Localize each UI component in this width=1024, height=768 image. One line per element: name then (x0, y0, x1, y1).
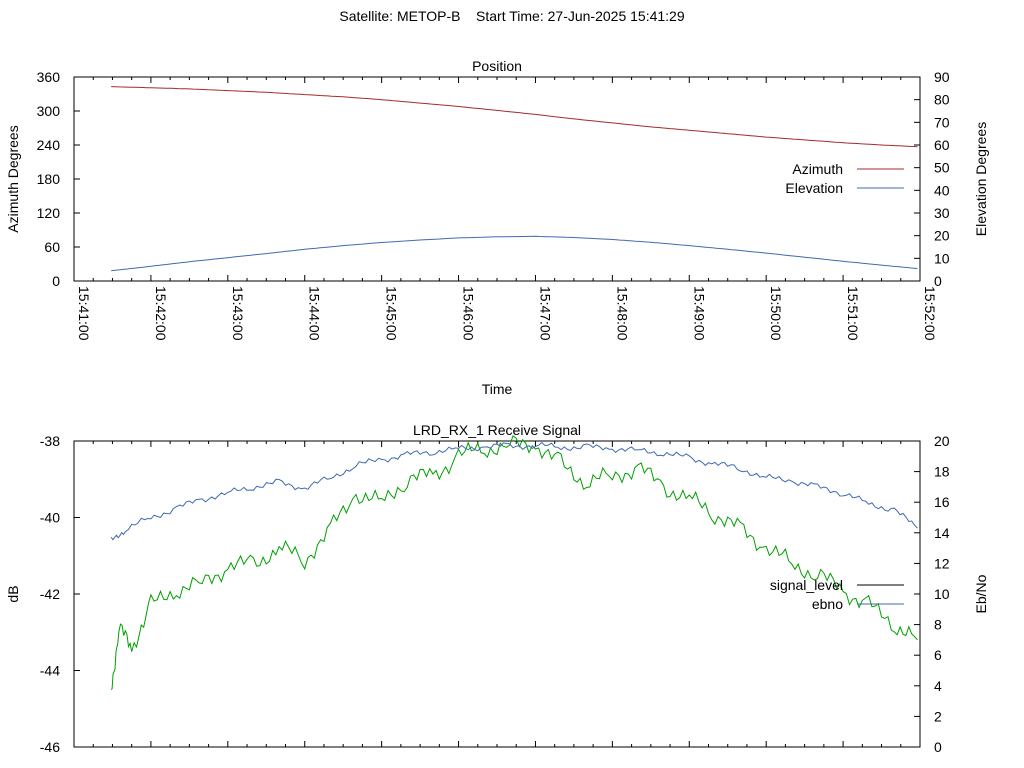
y-right-tick-label: 60 (934, 137, 950, 153)
y-right-tick-label: 14 (934, 525, 950, 541)
x-tick-label: 15:41:00 (76, 286, 92, 341)
figure-title: Satellite: METOP-B Start Time: 27-Jun-20… (339, 8, 685, 24)
x-tick-label: 15:42:00 (153, 286, 169, 341)
series-line-elevation (111, 235, 918, 272)
y-right-tick-label: 4 (934, 678, 942, 694)
y-right-tick-label: 8 (934, 617, 942, 633)
receive-plot-frame (73, 440, 921, 748)
time-axis-label: Time (482, 381, 513, 397)
x-tick-label: 15:46:00 (461, 286, 477, 341)
elevation-axis-label: Elevation Degrees (973, 122, 989, 236)
y-right-tick-label: 30 (934, 205, 950, 221)
x-tick-label: 15:51:00 (845, 286, 861, 341)
y-right-tick-label: 12 (934, 555, 950, 571)
y-left-tick-label: -44 (40, 663, 60, 679)
y-right-tick-label: 0 (934, 273, 942, 289)
y-right-tick-label: 80 (934, 92, 950, 108)
y-right-tick-label: 10 (934, 586, 950, 602)
y-right-tick-label: 16 (934, 494, 950, 510)
y-left-tick-label: 60 (44, 239, 60, 255)
azimuth-axis-label: Azimuth Degrees (5, 125, 21, 232)
y-left-tick-label: -38 (40, 433, 60, 449)
x-tick-label: 15:43:00 (230, 286, 246, 341)
y-right-tick-label: 70 (934, 114, 950, 130)
receive-signal-chart: LRD_RX_1 Receive Signal -46 -44 -42 -40 -38 0… (5, 422, 989, 755)
position-chart: Position 0 60 120 180 240 300 360 0 10 20 30 40 50 60… (5, 58, 989, 397)
y-left-tick-label: 360 (37, 69, 61, 85)
x-tick-label: 15:49:00 (691, 286, 707, 341)
x-tick-label: 15:48:00 (614, 286, 630, 341)
y-right-tick-label: 50 (934, 160, 950, 176)
y-right-tick-label: 2 (934, 708, 942, 724)
db-axis-label: dB (5, 585, 21, 602)
y-left-tick-label: 180 (37, 171, 61, 187)
x-tick-label: 15:52:00 (922, 286, 938, 341)
x-tick-label: 15:45:00 (384, 286, 400, 341)
legend-label-signal-level: signal_level (770, 577, 843, 593)
y-right-tick-label: 20 (934, 433, 950, 449)
y-left-tick-label: 240 (37, 137, 61, 153)
y-right-tick-label: 0 (934, 739, 942, 755)
series-line-azimuth (111, 86, 918, 148)
position-plot-frame (73, 76, 921, 282)
legend-label-ebno: ebno (812, 596, 843, 612)
y-left-tick-label: 120 (37, 205, 61, 221)
y-left-tick-label: 0 (52, 273, 60, 289)
y-right-tick-label: 10 (934, 250, 950, 266)
ebno-axis-label: Eb/No (973, 574, 989, 613)
legend-label-elevation: Elevation (785, 180, 843, 196)
series-line-signal-level (110, 435, 918, 690)
y-right-tick-label: 40 (934, 182, 950, 198)
y-right-tick-label: 6 (934, 647, 942, 663)
y-right-tick-label: 20 (934, 228, 950, 244)
x-tick-label: 15:47:00 (537, 286, 553, 341)
legend-label-azimuth: Azimuth (792, 161, 843, 177)
receive-signal-chart-title: LRD_RX_1 Receive Signal (413, 422, 581, 438)
y-left-tick-label: 300 (37, 103, 61, 119)
y-right-tick-label: 90 (934, 69, 950, 85)
y-right-tick-label: 18 (934, 464, 950, 480)
y-left-tick-label: -46 (40, 739, 60, 755)
position-chart-title: Position (472, 58, 522, 74)
x-tick-label: 15:44:00 (307, 286, 323, 341)
series-line-ebno (110, 441, 918, 541)
y-left-tick-label: -42 (40, 586, 60, 602)
y-left-tick-label: -40 (40, 510, 60, 526)
x-tick-label: 15:50:00 (768, 286, 784, 341)
